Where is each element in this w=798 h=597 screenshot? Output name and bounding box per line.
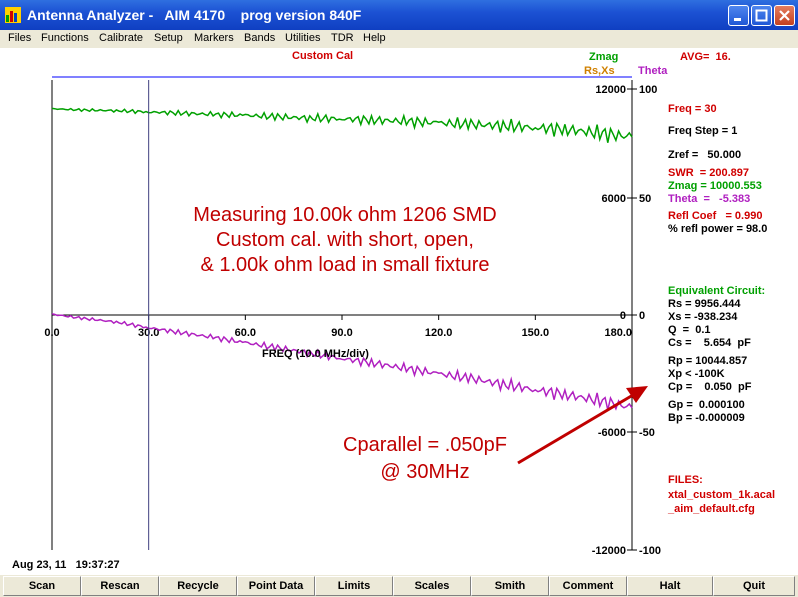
menu-files[interactable]: Files: [8, 32, 32, 44]
rescan-button[interactable]: Rescan: [81, 576, 159, 596]
window-title: Antenna Analyzer - AIM 4170 prog version…: [27, 7, 362, 23]
right-tick-label: -50: [639, 427, 655, 439]
swr-readout: SWR = 200.897: [668, 167, 750, 179]
x-tick-label: 60.0: [235, 327, 256, 339]
refl-coef-readout: Refl Coef = 0.990: [668, 210, 763, 222]
menu-bar: Files Functions Calibrate Setup Markers …: [0, 30, 798, 48]
smith-button[interactable]: Smith: [471, 576, 549, 596]
file-config: _aim_default.cfg: [668, 503, 755, 515]
x-axis-label: FREQ (10.0 MHz/div): [262, 348, 369, 360]
point-data-button[interactable]: Point Data: [237, 576, 315, 596]
zmag-series-line: [51, 107, 633, 143]
comment-button[interactable]: Comment: [549, 576, 627, 596]
scales-button[interactable]: Scales: [393, 576, 471, 596]
refl-power-readout: % refl power = 98.0: [668, 223, 768, 235]
theta-readout: Theta = -5.383: [668, 193, 751, 205]
x-tick-label: 150.0: [522, 327, 550, 339]
menu-tdr[interactable]: TDR: [331, 32, 354, 44]
cp-note-line-1: Cparallel = .050pF: [343, 434, 507, 456]
menu-bands[interactable]: Bands: [244, 32, 276, 44]
note-line-2: Custom cal. with short, open,: [216, 229, 474, 251]
left-tick-label: 0: [620, 310, 626, 322]
right-tick-label: -100: [639, 545, 661, 557]
right-tick-label: 100: [639, 84, 657, 96]
title-bar: Antenna Analyzer - AIM 4170 prog version…: [0, 0, 798, 30]
menu-utilities[interactable]: Utilities: [285, 32, 321, 44]
zmag-readout: Zmag = 10000.553: [668, 180, 762, 192]
scan-button[interactable]: Scan: [3, 576, 81, 596]
custom-cal-label: Custom Cal: [292, 50, 354, 62]
halt-button[interactable]: Halt: [627, 576, 713, 596]
left-tick-label: 6000: [602, 193, 626, 205]
file-cal: xtal_custom_1k.acal: [668, 489, 776, 501]
maximize-button[interactable]: [751, 5, 772, 26]
minimize-button[interactable]: [728, 5, 749, 26]
maximize-icon: [755, 9, 768, 22]
note-line-1: Measuring 10.00k ohm 1206 SMD: [193, 204, 497, 226]
quit-button[interactable]: Quit: [713, 576, 795, 596]
menu-calibrate[interactable]: Calibrate: [99, 32, 144, 44]
annotation-arrow-head: [626, 386, 648, 403]
note-line-3: & 1.00k ohm load in small fixture: [200, 254, 490, 276]
menu-setup[interactable]: Setup: [154, 32, 183, 44]
equivalent-circuit-title: Equivalent Circuit:: [668, 285, 766, 297]
menu-help[interactable]: Help: [363, 32, 386, 44]
button-bar: Scan Rescan Recycle Point Data Limits Sc…: [0, 575, 798, 597]
app-icon: [5, 7, 21, 23]
gp-readout: Gp = 0.000100: [668, 399, 745, 411]
xp-readout: Xp < -100K: [668, 368, 725, 380]
freq-step-readout: Freq Step = 1: [668, 125, 738, 137]
annotation-arrow-line: [517, 393, 634, 465]
x-tick-label: 120.0: [425, 327, 453, 339]
theta-legend: Theta: [638, 65, 668, 77]
rsxs-legend: Rs,Xs: [584, 65, 615, 77]
left-tick-label: -6000: [598, 427, 626, 439]
menu-functions[interactable]: Functions: [41, 32, 89, 44]
cp-readout: Cp = 0.050 pF: [668, 381, 752, 393]
cs-readout: Cs = 5.654 pF: [668, 337, 751, 349]
cparallel-note: Cparallel = .050pF @ 30MHz: [320, 432, 530, 486]
close-icon: [779, 10, 790, 21]
menu-markers[interactable]: Markers: [194, 32, 234, 44]
cp-note-line-2: @ 30MHz: [380, 461, 470, 483]
close-button[interactable]: [774, 5, 795, 26]
q-readout: Q = 0.1: [668, 324, 711, 336]
xs-readout: Xs = -938.234: [668, 311, 738, 323]
rs-readout: Rs = 9956.444: [668, 298, 741, 310]
files-title: FILES:: [668, 474, 703, 486]
left-tick-label: 12000: [595, 84, 626, 96]
left-tick-label: -12000: [592, 545, 626, 557]
avg-label: AVG= 16.: [680, 51, 731, 63]
x-tick-label: 0.0: [44, 327, 59, 339]
bp-readout: Bp = -0.000009: [668, 412, 745, 424]
x-tick-label: 90.0: [331, 327, 352, 339]
limits-button[interactable]: Limits: [315, 576, 393, 596]
minimize-icon: [734, 18, 741, 21]
rp-readout: Rp = 10044.857: [668, 355, 748, 367]
recycle-button[interactable]: Recycle: [159, 576, 237, 596]
freq-readout: Freq = 30: [668, 103, 717, 115]
timestamp: Aug 23, 11 19:37:27: [12, 559, 120, 571]
right-tick-label: 0: [639, 310, 645, 322]
zref-readout: Zref = 50.000: [668, 149, 742, 161]
zmag-legend: Zmag: [589, 51, 619, 63]
x-tick-label: 180.0: [604, 327, 632, 339]
measurement-note: Measuring 10.00k ohm 1206 SMD Custom cal…: [150, 203, 540, 278]
right-tick-label: 50: [639, 193, 651, 205]
